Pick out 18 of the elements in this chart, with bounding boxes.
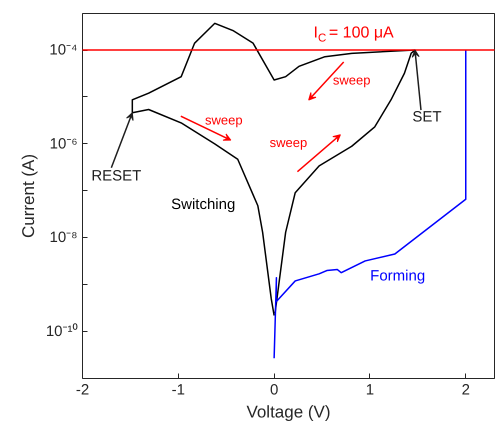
y-tick-label: 10⁻¹⁰ xyxy=(46,323,78,340)
x-tick-label: 2 xyxy=(462,382,470,398)
y-tick-label: 10⁻⁴ xyxy=(49,42,78,59)
y-axis-title: Current (A) xyxy=(18,154,38,238)
y-tick-label: 10⁻⁶ xyxy=(50,135,78,152)
series-label: Switching xyxy=(171,196,236,213)
annotation: sweep xyxy=(270,135,308,150)
annotation: SET xyxy=(412,108,442,126)
annotation: RESET xyxy=(91,167,142,184)
x-tick-label: 0 xyxy=(270,382,278,398)
x-axis-title: Voltage (V) xyxy=(246,402,331,422)
series-label: Forming xyxy=(370,267,426,284)
x-tick-label: -1 xyxy=(172,382,185,398)
x-tick-label: 1 xyxy=(366,382,374,398)
annotation: sweep xyxy=(332,72,370,88)
y-tick-label: 10⁻⁸ xyxy=(49,229,78,246)
annotation: sweep xyxy=(205,112,243,128)
x-tick-label: -2 xyxy=(76,382,90,398)
